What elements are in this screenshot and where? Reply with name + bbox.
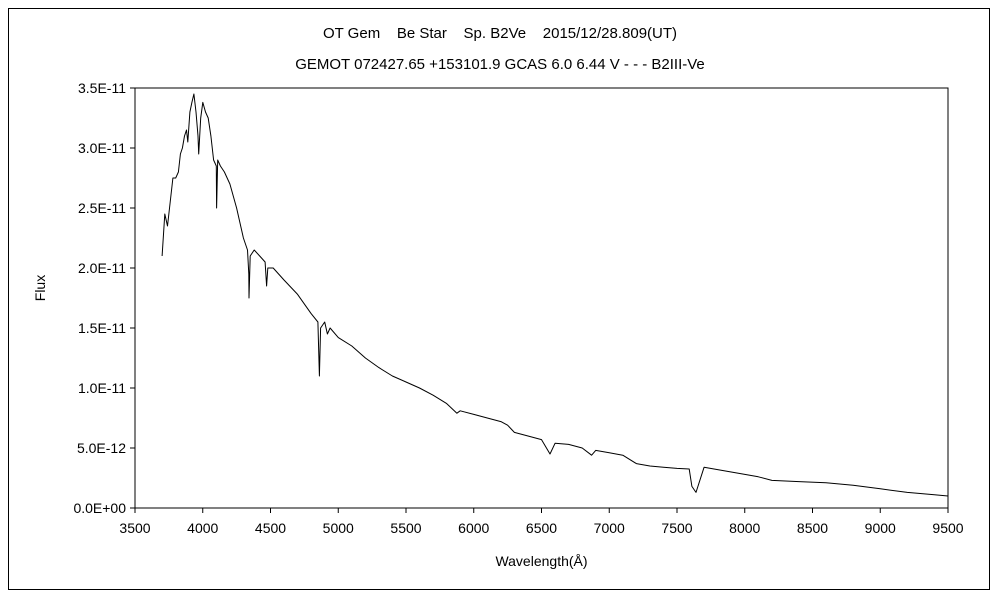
x-axis-label: Wavelength(Å) bbox=[495, 553, 587, 569]
y-tick-label: 3.5E-11 bbox=[78, 80, 126, 96]
chart-title: OT Gem Be Star Sp. B2Ve 2015/12/28.809(U… bbox=[322, 25, 678, 42]
y-tick-label: 2.0E-11 bbox=[78, 260, 126, 276]
x-tick-label: 4000 bbox=[187, 520, 218, 536]
chart-frame bbox=[8, 8, 990, 590]
x-tick-label: 5500 bbox=[390, 520, 421, 536]
x-tick-label: 4500 bbox=[255, 520, 286, 536]
x-tick-label: 6000 bbox=[458, 520, 489, 536]
y-tick-label: 1.0E-11 bbox=[78, 380, 126, 396]
chart-subtitle: GEMOT 072427.65 +153101.9 GCAS 6.0 6.44 … bbox=[295, 56, 705, 73]
y-axis-label: Flux bbox=[32, 275, 48, 301]
x-tick-label: 8000 bbox=[729, 520, 760, 536]
x-tick-label: 5000 bbox=[323, 520, 354, 536]
plot-area bbox=[134, 87, 949, 509]
x-tick-label: 7500 bbox=[661, 520, 692, 536]
x-tick-label: 6500 bbox=[526, 520, 557, 536]
y-tick-label: 3.0E-11 bbox=[78, 140, 126, 156]
y-tick-label: 2.5E-11 bbox=[78, 200, 126, 216]
x-tick-label: 9000 bbox=[865, 520, 896, 536]
x-tick-label: 3500 bbox=[119, 520, 150, 536]
x-tick-label: 9500 bbox=[932, 520, 963, 536]
x-tick-label: 8500 bbox=[797, 520, 828, 536]
y-tick-label: 0.0E+00 bbox=[73, 500, 126, 516]
y-tick-label: 1.5E-11 bbox=[78, 320, 126, 336]
y-tick-label: 5.0E-12 bbox=[77, 440, 126, 456]
x-tick-label: 7000 bbox=[594, 520, 625, 536]
spectrum-line bbox=[161, 93, 949, 497]
